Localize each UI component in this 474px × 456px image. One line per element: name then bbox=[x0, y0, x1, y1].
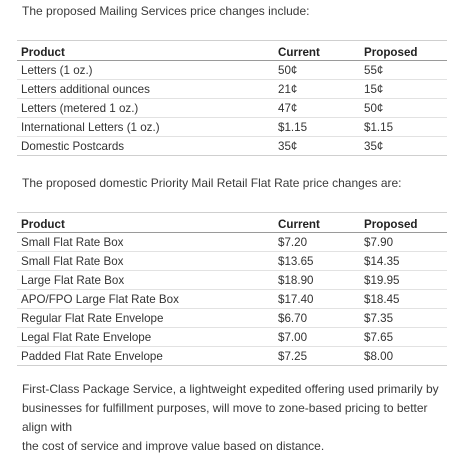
column-header-current: Current bbox=[274, 40, 360, 61]
cell-product: Letters (1 oz.) bbox=[17, 60, 274, 80]
cell-product: Domestic Postcards bbox=[17, 136, 274, 156]
cell-proposed: $7.90 bbox=[360, 232, 447, 252]
cell-proposed: 15¢ bbox=[360, 79, 447, 99]
priority-mail-flat-rate-price-table: Product Current Proposed Small Flat Rate… bbox=[17, 212, 447, 366]
cell-current: 35¢ bbox=[274, 136, 360, 156]
table-row: Small Flat Rate Box $13.65 $14.35 bbox=[17, 251, 447, 271]
cell-product: Padded Flat Rate Envelope bbox=[17, 346, 274, 366]
table-header-row: Product Current Proposed bbox=[17, 212, 447, 233]
first-class-package-paragraph: First-Class Package Service, a lightweig… bbox=[22, 380, 452, 456]
cell-current: 50¢ bbox=[274, 60, 360, 80]
table-row: Large Flat Rate Box $18.90 $19.95 bbox=[17, 270, 447, 290]
table-row: Domestic Postcards 35¢ 35¢ bbox=[17, 136, 447, 156]
cell-current: 47¢ bbox=[274, 98, 360, 118]
cell-current: $17.40 bbox=[274, 289, 360, 309]
column-header-product: Product bbox=[17, 212, 274, 233]
paragraph-line: businesses for fulfillment purposes, wil… bbox=[22, 401, 428, 434]
cell-current: $7.20 bbox=[274, 232, 360, 252]
cell-proposed: $14.35 bbox=[360, 251, 447, 271]
cell-proposed: $18.45 bbox=[360, 289, 447, 309]
cell-product: Legal Flat Rate Envelope bbox=[17, 327, 274, 347]
column-header-proposed: Proposed bbox=[360, 212, 447, 233]
cell-proposed: 50¢ bbox=[360, 98, 447, 118]
cell-proposed: $7.35 bbox=[360, 308, 447, 328]
cell-current: 21¢ bbox=[274, 79, 360, 99]
cell-current: $1.15 bbox=[274, 117, 360, 137]
cell-proposed: $19.95 bbox=[360, 270, 447, 290]
article-page: The proposed Mailing Services price chan… bbox=[17, 4, 447, 453]
cell-current: $7.00 bbox=[274, 327, 360, 347]
paragraph-line: the cost of service and improve value ba… bbox=[22, 439, 325, 453]
cell-current: $18.90 bbox=[274, 270, 360, 290]
cell-product: Large Flat Rate Box bbox=[17, 270, 274, 290]
cell-product: Letters additional ounces bbox=[17, 79, 274, 99]
cell-product: Small Flat Rate Box bbox=[17, 251, 274, 271]
cell-product: International Letters (1 oz.) bbox=[17, 117, 274, 137]
mailing-services-price-table: Product Current Proposed Letters (1 oz.)… bbox=[17, 40, 447, 156]
cell-current: $6.70 bbox=[274, 308, 360, 328]
table-row: International Letters (1 oz.) $1.15 $1.15 bbox=[17, 117, 447, 137]
cell-product: Letters (metered 1 oz.) bbox=[17, 98, 274, 118]
cell-proposed: 35¢ bbox=[360, 136, 447, 156]
cell-proposed: $1.15 bbox=[360, 117, 447, 137]
paragraph-line: First-Class Package Service, a lightweig… bbox=[22, 382, 439, 396]
table-row: Legal Flat Rate Envelope $7.00 $7.65 bbox=[17, 327, 447, 347]
table-header-row: Product Current Proposed bbox=[17, 40, 447, 61]
cell-product: Regular Flat Rate Envelope bbox=[17, 308, 274, 328]
cell-proposed: 55¢ bbox=[360, 60, 447, 80]
table-row: Regular Flat Rate Envelope $6.70 $7.35 bbox=[17, 308, 447, 328]
table-row: APO/FPO Large Flat Rate Box $17.40 $18.45 bbox=[17, 289, 447, 309]
table-row: Letters (metered 1 oz.) 47¢ 50¢ bbox=[17, 98, 447, 118]
cell-product: Small Flat Rate Box bbox=[17, 232, 274, 252]
table-row: Padded Flat Rate Envelope $7.25 $8.00 bbox=[17, 346, 447, 366]
mailing-intro-text: The proposed Mailing Services price chan… bbox=[22, 4, 310, 18]
table-row: Letters (1 oz.) 50¢ 55¢ bbox=[17, 60, 447, 80]
table-row: Letters additional ounces 21¢ 15¢ bbox=[17, 79, 447, 99]
cell-current: $13.65 bbox=[274, 251, 360, 271]
cell-proposed: $7.65 bbox=[360, 327, 447, 347]
cell-product: APO/FPO Large Flat Rate Box bbox=[17, 289, 274, 309]
column-header-proposed: Proposed bbox=[360, 40, 447, 61]
cell-proposed: $8.00 bbox=[360, 346, 447, 366]
column-header-current: Current bbox=[274, 212, 360, 233]
cell-current: $7.25 bbox=[274, 346, 360, 366]
table-row: Small Flat Rate Box $7.20 $7.90 bbox=[17, 232, 447, 252]
priority-mail-intro-text: The proposed domestic Priority Mail Reta… bbox=[22, 176, 402, 190]
column-header-product: Product bbox=[17, 40, 274, 61]
